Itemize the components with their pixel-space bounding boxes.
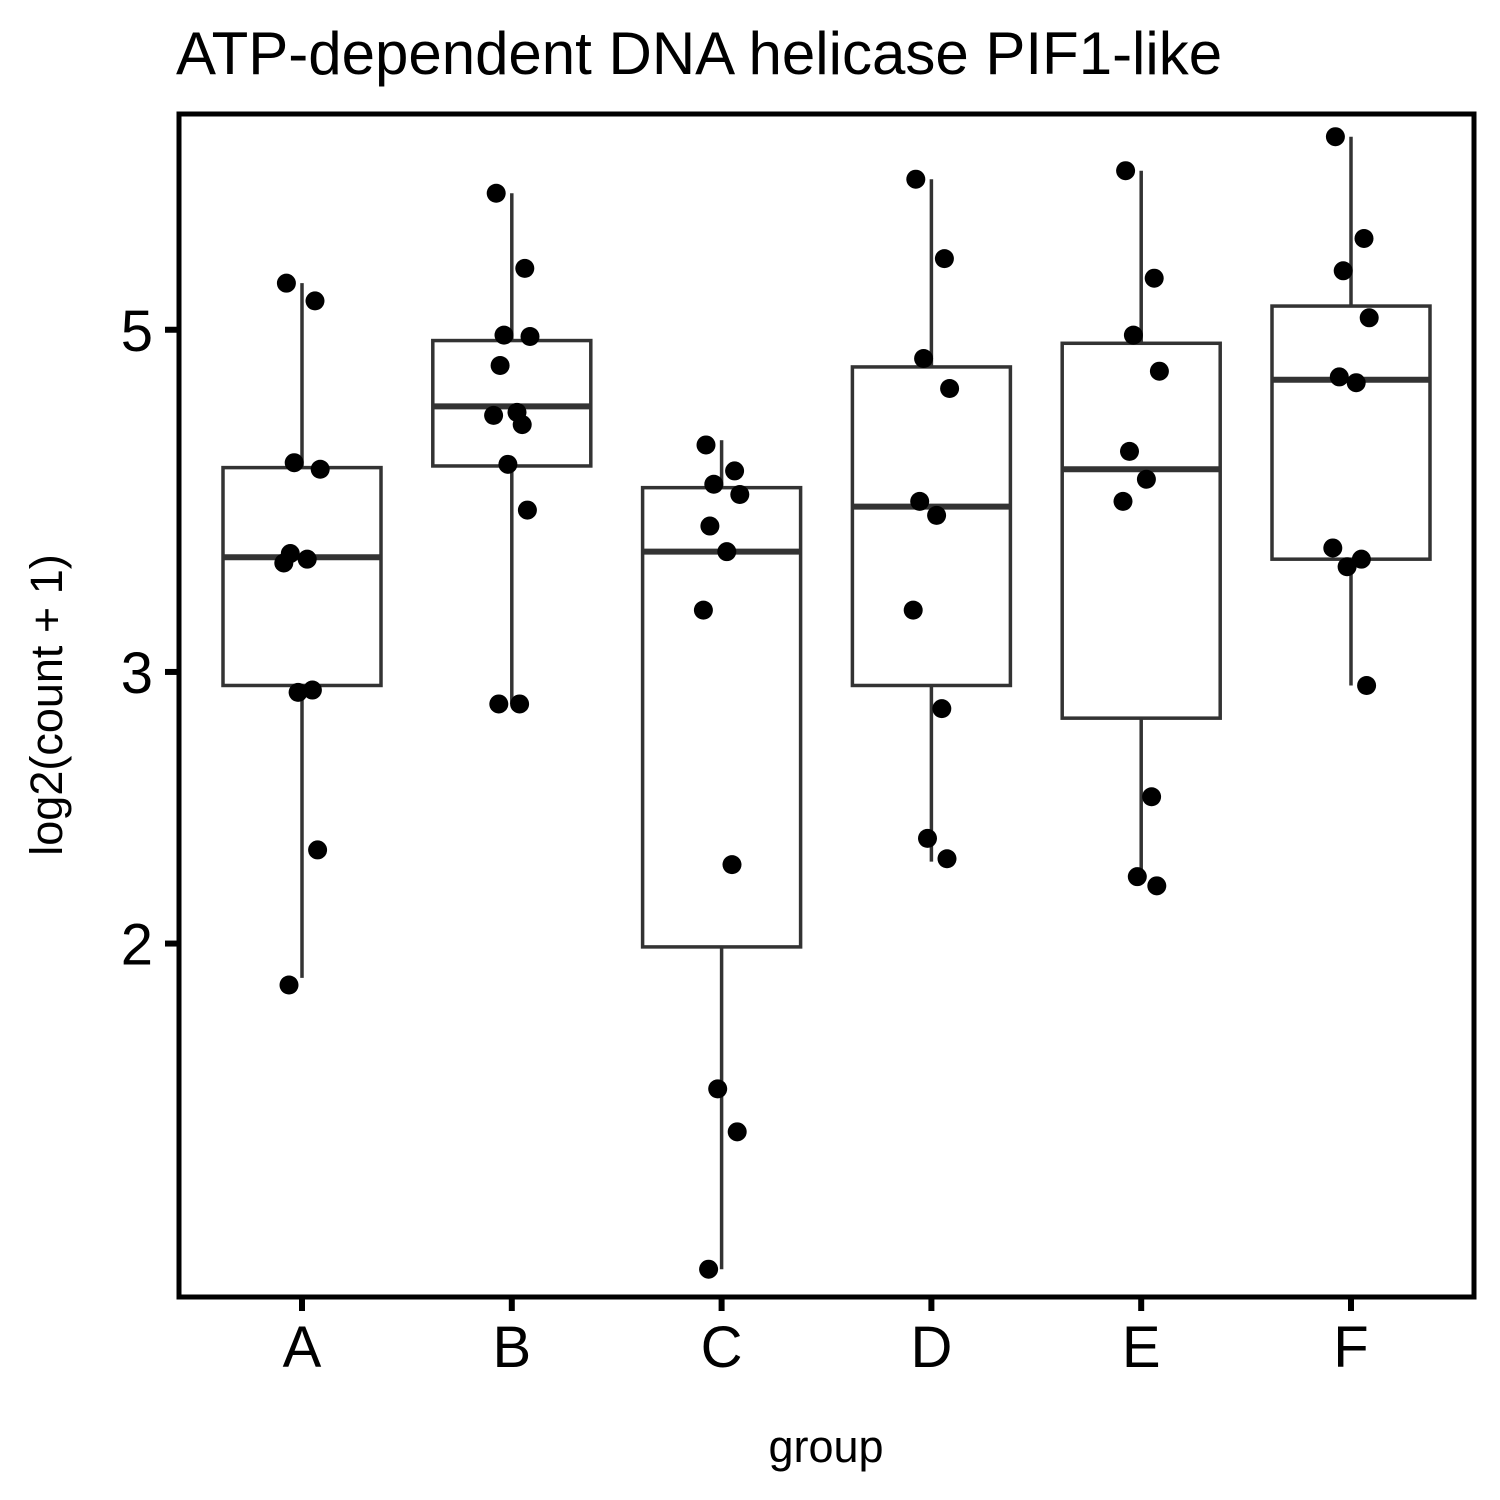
box-iqr <box>1270 304 1432 561</box>
data-point <box>910 491 930 511</box>
data-point <box>288 682 308 702</box>
points-c <box>693 435 750 1279</box>
data-point <box>484 405 504 425</box>
plot-content <box>221 127 1432 1279</box>
data-point <box>903 600 923 620</box>
data-point <box>1136 469 1156 489</box>
data-point <box>1357 675 1377 695</box>
x-axis: A B C D E F <box>283 1297 1369 1380</box>
data-point <box>906 169 926 189</box>
data-point <box>1142 787 1162 807</box>
data-point <box>1120 441 1139 461</box>
data-point <box>1323 538 1343 558</box>
data-point <box>274 553 294 573</box>
data-point <box>510 694 530 714</box>
box-a <box>221 283 383 978</box>
x-tick-label: B <box>492 1315 531 1380</box>
points-b <box>484 183 540 714</box>
data-point <box>934 249 954 269</box>
data-point <box>1359 308 1379 328</box>
data-point <box>940 379 960 399</box>
data-point <box>722 855 742 875</box>
data-point <box>1149 361 1169 381</box>
x-tick-label: D <box>910 1315 952 1380</box>
data-point <box>1354 228 1374 248</box>
points-f <box>1323 127 1379 695</box>
data-point <box>699 1259 719 1279</box>
data-point <box>1113 491 1133 511</box>
data-point <box>1116 161 1136 181</box>
data-point <box>310 459 330 479</box>
x-tick-label: F <box>1333 1315 1368 1380</box>
data-point <box>520 326 540 346</box>
data-point <box>730 484 750 504</box>
data-point <box>696 435 716 455</box>
data-point <box>727 1122 747 1142</box>
data-point <box>1329 367 1349 387</box>
data-point <box>918 828 937 848</box>
data-point <box>708 1079 728 1099</box>
data-point <box>725 461 745 481</box>
data-point <box>1325 127 1345 147</box>
box-iqr <box>1060 341 1222 720</box>
box-f <box>1270 136 1432 686</box>
box-e <box>1060 170 1222 877</box>
data-point <box>704 474 724 494</box>
data-point <box>489 694 509 714</box>
data-point <box>305 291 325 311</box>
points-a <box>274 273 330 995</box>
data-point <box>276 273 296 293</box>
data-point <box>717 542 737 562</box>
y-tick-label: 5 <box>121 299 153 364</box>
data-point <box>302 680 322 700</box>
points-e <box>1113 161 1169 896</box>
x-axis-label: group <box>768 1421 883 1472</box>
data-point <box>279 975 299 995</box>
data-point <box>1337 557 1357 577</box>
box-iqr <box>850 365 1013 688</box>
data-point <box>1346 373 1366 393</box>
data-point <box>512 415 532 435</box>
data-point <box>1127 867 1147 887</box>
data-point <box>490 356 510 376</box>
box-b <box>431 193 593 704</box>
data-point <box>515 258 535 278</box>
data-point <box>308 840 328 860</box>
data-point <box>932 699 952 719</box>
y-tick-label: 3 <box>121 641 153 706</box>
data-point <box>1123 325 1143 345</box>
box-c <box>640 440 803 1270</box>
x-tick-label: E <box>1122 1315 1161 1380</box>
data-point <box>284 453 304 473</box>
chart-title: ATP-dependent DNA helicase PIF1-like <box>176 20 1222 87</box>
data-point <box>1147 876 1167 896</box>
data-point <box>494 325 514 345</box>
box-iqr <box>431 338 593 468</box>
data-point <box>700 516 720 536</box>
data-point <box>1333 261 1353 281</box>
data-point <box>927 505 947 525</box>
data-point <box>693 600 713 620</box>
y-axis: 2 3 5 <box>121 299 179 978</box>
data-point <box>486 183 506 203</box>
data-point <box>914 348 934 368</box>
y-axis-label: log2(count + 1) <box>21 554 72 855</box>
data-point <box>297 549 317 569</box>
data-point <box>1351 549 1371 569</box>
y-tick-label: 2 <box>121 913 153 978</box>
data-point <box>937 849 957 869</box>
points-d <box>903 169 960 869</box>
box-iqr <box>221 465 383 688</box>
data-point <box>1144 268 1164 288</box>
x-tick-label: C <box>701 1315 743 1380</box>
x-tick-label: A <box>283 1315 322 1380</box>
plot-panel-border <box>176 111 1477 1300</box>
data-point <box>498 454 518 474</box>
data-point <box>517 500 537 520</box>
